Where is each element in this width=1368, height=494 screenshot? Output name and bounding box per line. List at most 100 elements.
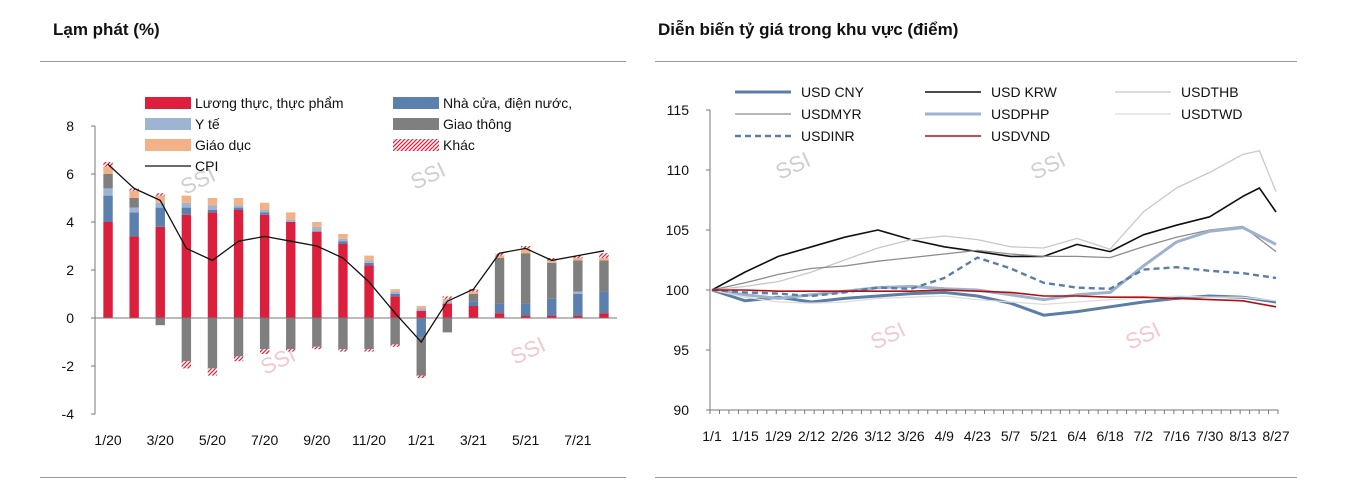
series-line-usdthb xyxy=(711,150,1277,291)
bar-segment-health xyxy=(207,205,218,210)
bar-segment-food xyxy=(520,315,531,318)
bar-segment-housing xyxy=(573,294,583,316)
bar-segment-education xyxy=(207,198,218,206)
right-x-tick-label: 6/4 xyxy=(1067,428,1087,444)
left-y-tick-label: 4 xyxy=(66,214,74,230)
watermark-text: SSI xyxy=(407,157,450,195)
bar-segment-transport xyxy=(364,318,374,350)
bar-segment-education xyxy=(416,306,426,309)
legend-label-usdphp: USDPHP xyxy=(991,106,1049,122)
left-y-tick-label: 8 xyxy=(66,118,74,134)
bar-segment-other xyxy=(155,193,165,196)
right-y-tick-label: 105 xyxy=(666,222,690,238)
bar-segment-education xyxy=(286,212,296,220)
bar-segment-other xyxy=(599,253,609,258)
bar-segment-housing xyxy=(547,298,557,316)
bar-segment-other xyxy=(129,188,139,191)
right-x-tick-label: 5/7 xyxy=(1001,428,1021,444)
left-x-tick-label: 3/21 xyxy=(460,432,487,448)
bar-segment-other xyxy=(494,253,505,256)
legend-label-usdvnd: USDVND xyxy=(991,128,1050,144)
bar-segment-transport xyxy=(233,318,244,357)
bar-segment-education xyxy=(338,234,348,239)
bar-segment-housing xyxy=(207,210,218,213)
legend-swatch-health xyxy=(145,118,191,130)
watermark-text: SSI xyxy=(507,332,550,370)
legend-label-usd-cny: USD CNY xyxy=(801,84,865,100)
left-x-tick-label: 1/21 xyxy=(408,432,435,448)
bar-segment-transport xyxy=(416,337,426,376)
bar-segment-health xyxy=(286,219,296,222)
bar-segment-transport xyxy=(547,262,557,299)
legend-label-cpi: CPI xyxy=(195,158,218,174)
bar-segment-transport xyxy=(468,294,479,302)
bar-segment-education xyxy=(181,195,192,203)
bar-segment-other xyxy=(259,349,270,354)
bar-segment-transport xyxy=(573,260,583,292)
bar-segment-housing xyxy=(520,303,531,316)
series-line-usd-krw xyxy=(711,187,1277,291)
left-y-tick-label: -4 xyxy=(62,406,75,422)
bar-segment-other xyxy=(233,356,244,362)
bar-segment-transport xyxy=(599,260,609,292)
bar-segment-food xyxy=(468,306,479,318)
bar-segment-other xyxy=(207,368,218,376)
right-bottom-divider xyxy=(655,477,1297,478)
bar-segment-food xyxy=(207,212,218,318)
right-y-tick-label: 115 xyxy=(667,102,690,118)
legend-swatch-education xyxy=(145,139,191,151)
right-x-tick-label: 5/21 xyxy=(1030,428,1057,444)
bar-segment-housing xyxy=(233,207,244,210)
watermark-text: SSI xyxy=(1122,317,1165,355)
right-x-tick-label: 4/23 xyxy=(964,428,991,444)
bar-segment-health xyxy=(259,210,270,213)
bar-segment-housing xyxy=(390,294,400,297)
right-x-tick-label: 2/12 xyxy=(798,428,825,444)
bar-segment-transport xyxy=(520,253,531,304)
right-x-tick-label: 3/26 xyxy=(897,428,924,444)
legend-label-usdtwd: USDTWD xyxy=(1181,106,1242,122)
bar-segment-health xyxy=(233,205,244,208)
bar-segment-other xyxy=(520,246,531,249)
bar-segment-housing xyxy=(181,207,192,215)
right-x-tick-label: 7/16 xyxy=(1163,428,1190,444)
bar-segment-education xyxy=(599,258,609,261)
bar-segment-housing xyxy=(259,212,270,215)
bar-segment-health xyxy=(155,202,165,208)
right-x-tick-label: 8/27 xyxy=(1262,428,1289,444)
bar-segment-food xyxy=(155,226,165,318)
right-x-tick-label: 3/12 xyxy=(864,428,891,444)
bar-segment-food xyxy=(286,222,296,318)
left-x-tick-label: 9/20 xyxy=(303,432,330,448)
legend-swatch-transport xyxy=(393,118,439,130)
bar-segment-transport xyxy=(442,318,453,333)
bar-segment-transport xyxy=(129,198,139,208)
bar-segment-education xyxy=(390,289,400,292)
bar-segment-health xyxy=(390,291,400,294)
bar-segment-health xyxy=(573,291,583,294)
legend-label-usdmyr: USDMYR xyxy=(801,106,862,122)
bar-segment-other xyxy=(338,349,348,352)
left-x-tick-label: 7/21 xyxy=(564,432,591,448)
left-bottom-divider xyxy=(40,477,626,478)
bar-segment-food xyxy=(129,236,139,318)
bar-segment-transport xyxy=(155,318,165,326)
right-x-tick-label: 1/29 xyxy=(765,428,792,444)
right-x-tick-label: 7/30 xyxy=(1196,428,1223,444)
bar-segment-housing xyxy=(599,291,609,314)
left-y-tick-label: 0 xyxy=(66,310,74,326)
bar-segment-food xyxy=(573,315,583,318)
bar-segment-other xyxy=(573,255,583,258)
left-top-divider xyxy=(40,61,626,62)
right-x-tick-label: 7/2 xyxy=(1134,428,1154,444)
bar-segment-education xyxy=(494,255,505,258)
left-x-tick-label: 3/20 xyxy=(147,432,174,448)
bar-segment-transport xyxy=(494,258,505,304)
legend-label-usdinr: USDINR xyxy=(801,128,855,144)
bar-segment-other xyxy=(286,349,296,352)
bar-segment-food xyxy=(390,296,400,318)
left-x-tick-label: 5/21 xyxy=(512,432,539,448)
series-line-usdvnd xyxy=(712,289,1277,308)
series-line-usdtwd xyxy=(711,289,1277,306)
right-x-tick-label: 1/15 xyxy=(732,428,759,444)
